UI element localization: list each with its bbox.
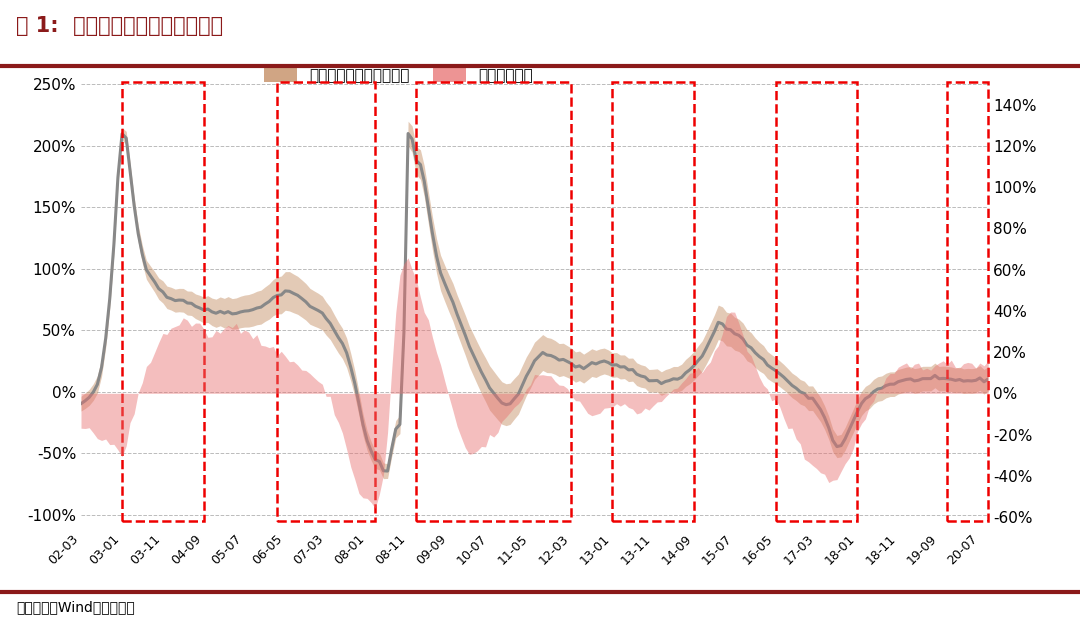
Bar (416, 82, 571, 521)
Text: 图 1:  本周申万一级行业指数涨幅: 图 1: 本周申万一级行业指数涨幅 (16, 16, 224, 36)
Bar (612, 82, 694, 521)
Legend: 中国新增中长期社融同比, 全球经济周期: 中国新增中长期社融同比, 全球经济周期 (257, 61, 540, 89)
Bar (278, 82, 375, 521)
Bar (122, 82, 204, 521)
Bar (775, 82, 858, 521)
Text: 资料来源：Wind，招商证券: 资料来源：Wind，招商证券 (16, 600, 135, 614)
Bar (947, 82, 988, 521)
